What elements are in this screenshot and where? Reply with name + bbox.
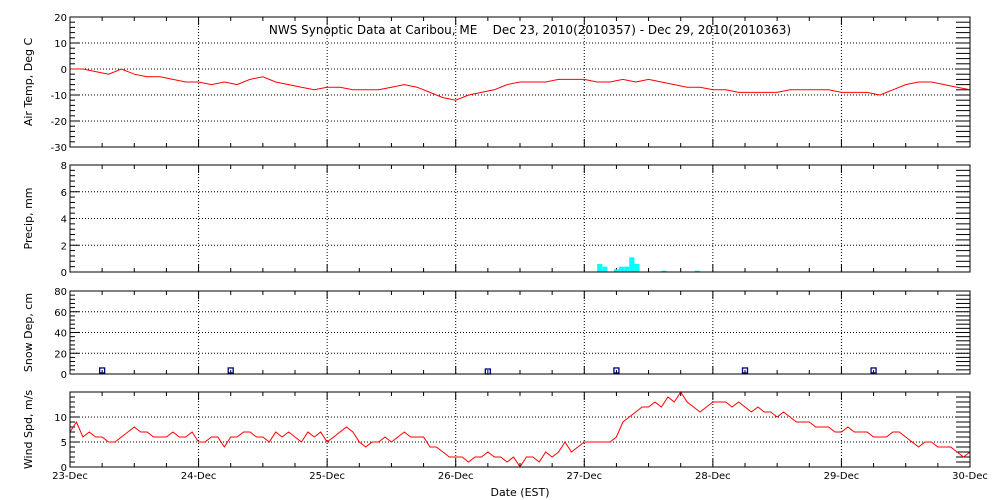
y-tick-label: 20 xyxy=(54,349,67,360)
air-temp-panel: -30 -20 -10 0 10 20 Air Temp, Deg C xyxy=(22,13,971,154)
x-tick-label: 28-Dec xyxy=(695,471,731,482)
snow-depth-marker xyxy=(227,367,234,374)
snow-depth-marker xyxy=(870,367,877,374)
y-axis-title: Wind Spd, m/s xyxy=(22,390,35,470)
snow-depth-marker xyxy=(613,367,620,374)
panel-frame xyxy=(69,391,971,468)
x-tick-label: 27-Dec xyxy=(566,471,602,482)
y-tick-label: -30 xyxy=(51,143,67,154)
x-axis-title: Date (EST) xyxy=(490,486,549,499)
y-axis-title: Air Temp, Deg C xyxy=(22,38,35,127)
y-tick-label: 80 xyxy=(54,287,67,298)
y-tick-label: -10 xyxy=(51,91,67,102)
panel-frame xyxy=(69,290,971,375)
y-tick-label: 6 xyxy=(61,188,67,199)
precip-bar xyxy=(694,270,700,272)
precip-bar xyxy=(624,266,630,272)
precip-panel: 0 2 4 6 8 Precip, mm xyxy=(22,161,971,279)
precip-bar xyxy=(634,263,640,272)
y-tick-label: 0 xyxy=(61,463,67,474)
x-tick-label: 25-Dec xyxy=(309,471,345,482)
y-tick-label: 60 xyxy=(54,308,67,319)
wind-speed-panel: 0 5 10 Wind Spd, m/s xyxy=(22,390,971,474)
precip-bar xyxy=(619,266,625,272)
precip-bar xyxy=(602,266,608,272)
precip-bar xyxy=(661,270,667,272)
snow-depth-marker xyxy=(741,367,749,374)
precip-bar xyxy=(629,257,635,272)
y-tick-label: 20 xyxy=(54,13,67,24)
y-tick-label: 4 xyxy=(61,215,67,226)
precip-bar xyxy=(613,269,619,272)
snow-depth-panel: 0 20 40 60 80 Snow Dep, cm xyxy=(22,287,971,381)
y-tick-label: -20 xyxy=(51,117,67,128)
wind-speed-line xyxy=(69,391,971,468)
temperature-line xyxy=(70,68,971,101)
panel-frame xyxy=(69,16,971,148)
y-tick-label: 10 xyxy=(54,413,67,424)
y-tick-label: 0 xyxy=(61,370,67,381)
x-tick-label: 24-Dec xyxy=(181,471,217,482)
x-tick-label: 30-Dec xyxy=(952,471,988,482)
y-tick-label: 40 xyxy=(54,329,67,340)
x-tick-label: 23-Dec xyxy=(52,471,88,482)
y-axis-title: Precip, mm xyxy=(22,188,35,250)
y-tick-label: 2 xyxy=(61,241,67,252)
panel-frame xyxy=(69,164,971,273)
snow-depth-marker xyxy=(98,367,106,374)
y-tick-label: 5 xyxy=(61,438,67,449)
precip-bar xyxy=(597,263,603,272)
y-tick-label: 0 xyxy=(61,268,67,279)
x-tick-label: 26-Dec xyxy=(438,471,474,482)
y-tick-label: 8 xyxy=(61,161,67,172)
y-axis-title: Snow Dep, cm xyxy=(22,293,35,372)
x-tick-label: 29-Dec xyxy=(824,471,860,482)
y-tick-label: 10 xyxy=(54,39,67,50)
panels: -30 -20 -10 0 10 20 Air Temp, Deg C 0 2 4 6 8 Precip… xyxy=(22,13,988,482)
chart-title: NWS Synoptic Data at Caribou, ME Dec 23,… xyxy=(269,23,791,37)
y-tick-label: 0 xyxy=(61,65,67,76)
